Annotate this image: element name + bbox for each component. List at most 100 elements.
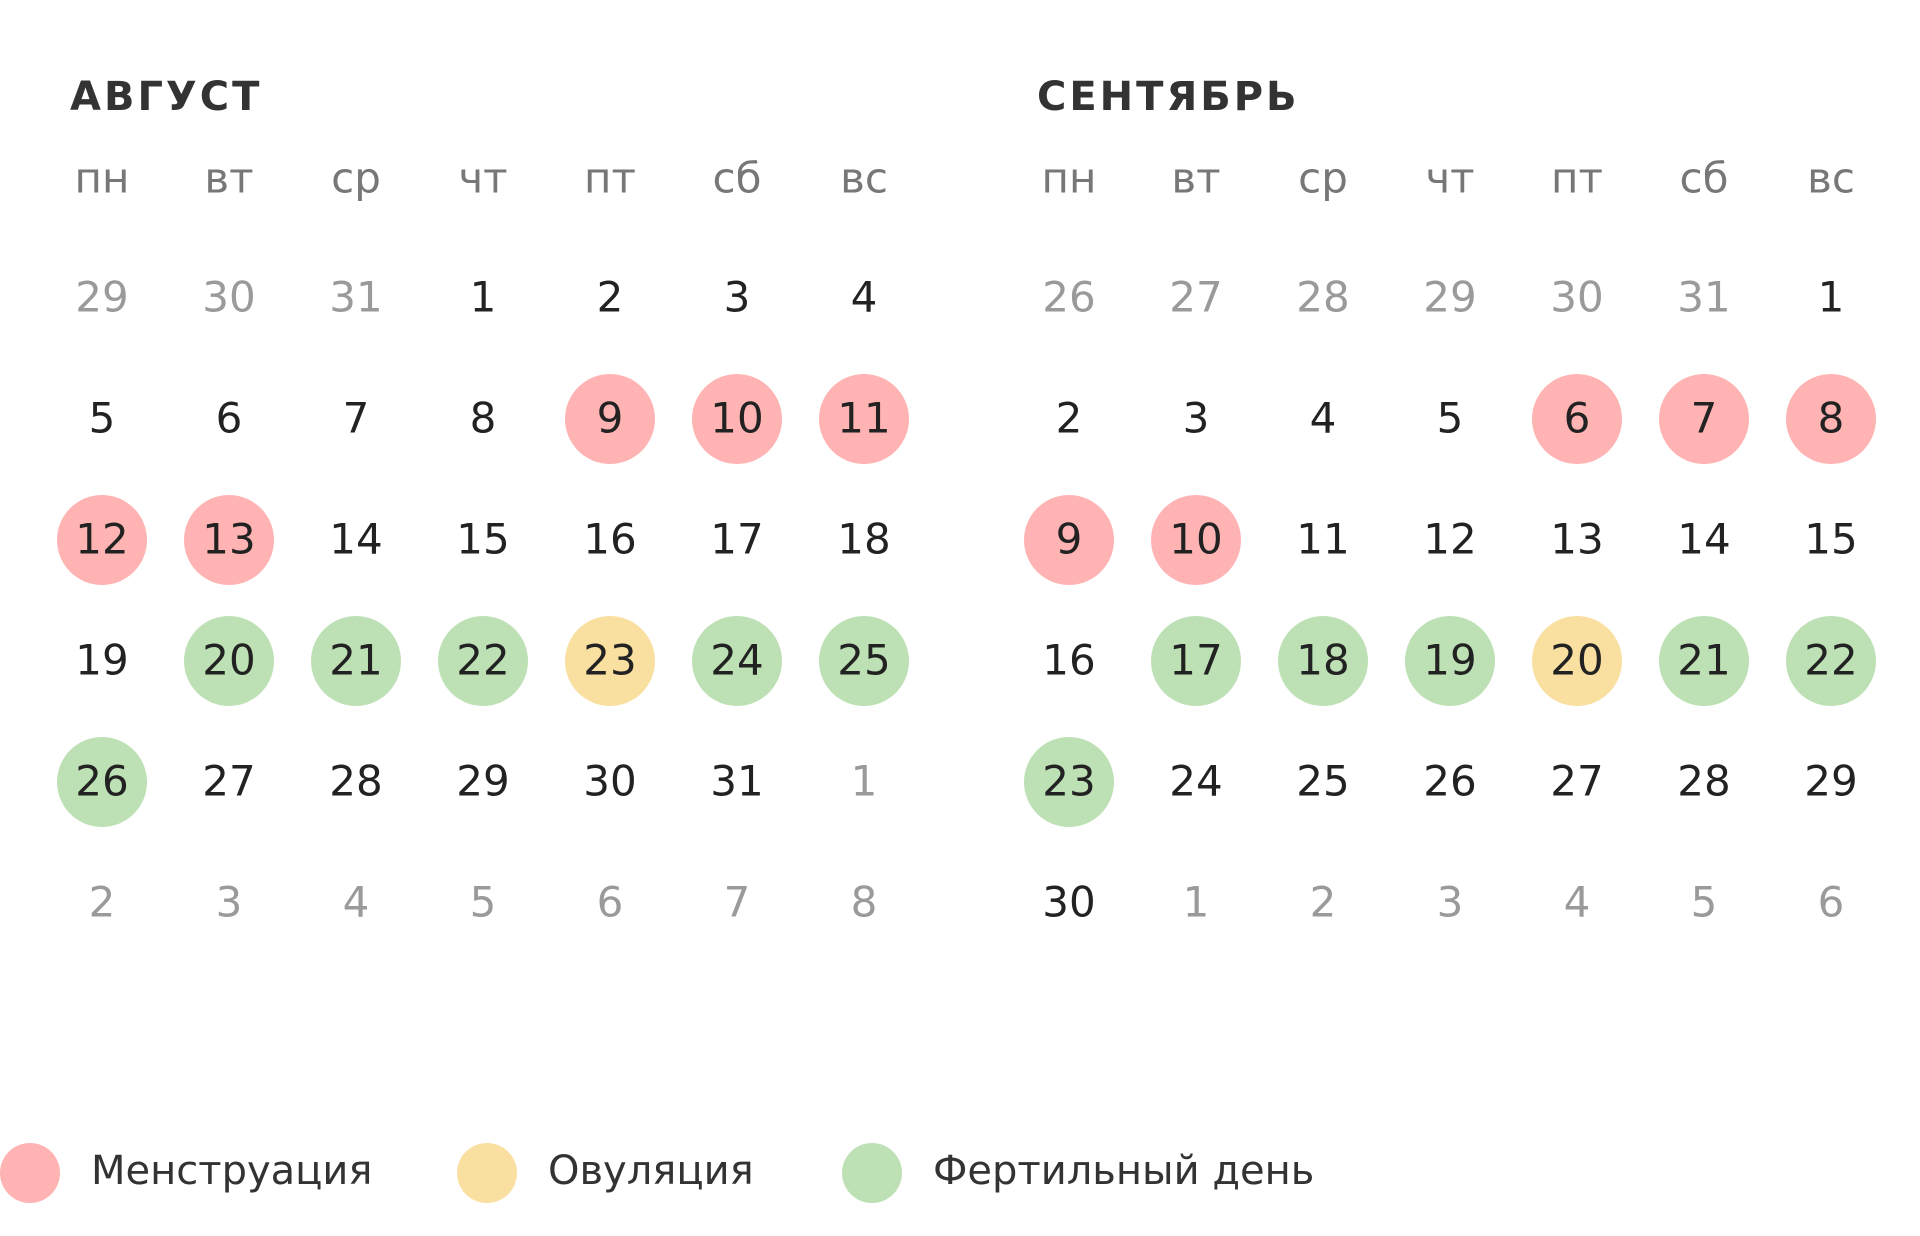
day-number: 30 <box>1042 878 1095 927</box>
day-highlight <box>1024 737 1114 827</box>
month-title: СЕНТЯБРЬ <box>1037 74 1300 120</box>
day-number: 4 <box>851 273 878 322</box>
day-highlight <box>1024 495 1114 585</box>
day-highlight <box>819 374 909 464</box>
day-highlight <box>438 616 528 706</box>
day-number: 28 <box>329 757 382 806</box>
day-highlight <box>1151 616 1241 706</box>
day-number: 1 <box>1183 878 1210 927</box>
day-number: 11 <box>837 394 890 443</box>
day-number: 2 <box>1056 394 1083 443</box>
day-number: 4 <box>1564 878 1591 927</box>
day-number: 2 <box>597 273 624 322</box>
day-highlight <box>692 616 782 706</box>
day-number: 9 <box>1056 515 1083 564</box>
day-number: 25 <box>837 636 890 685</box>
day-highlight <box>1532 616 1622 706</box>
day-highlight <box>565 374 655 464</box>
weekday: сб <box>1680 154 1729 203</box>
day-number: 26 <box>1423 757 1476 806</box>
weekday: чт <box>458 154 507 203</box>
day-number: 15 <box>1804 515 1857 564</box>
day-number: 31 <box>1677 273 1730 322</box>
day-number: 3 <box>216 878 243 927</box>
day-number: 29 <box>75 273 128 322</box>
day-highlight <box>1659 616 1749 706</box>
day-number: 22 <box>456 636 509 685</box>
day-number: 13 <box>1550 515 1603 564</box>
day-number: 18 <box>837 515 890 564</box>
day-number: 27 <box>1169 273 1222 322</box>
day-number: 10 <box>1169 515 1222 564</box>
day-highlight <box>1278 616 1368 706</box>
day-number: 5 <box>1691 878 1718 927</box>
day-number: 29 <box>1804 757 1857 806</box>
day-number: 25 <box>1296 757 1349 806</box>
day-number: 1 <box>470 273 497 322</box>
day-highlight <box>692 374 782 464</box>
day-highlight <box>57 495 147 585</box>
weekday: пт <box>1551 154 1603 203</box>
day-number: 1 <box>851 757 878 806</box>
legend-label: Менструация <box>91 1148 372 1194</box>
day-number: 23 <box>583 636 636 685</box>
day-number: 6 <box>1564 394 1591 443</box>
day-number: 8 <box>470 394 497 443</box>
day-number: 2 <box>89 878 116 927</box>
day-number: 14 <box>1677 515 1730 564</box>
day-highlight <box>1786 374 1876 464</box>
day-number: 29 <box>1423 273 1476 322</box>
weekday: вс <box>840 154 888 203</box>
legend-label: Фертильный день <box>933 1148 1314 1194</box>
day-number: 27 <box>202 757 255 806</box>
weekday: пн <box>1042 154 1097 203</box>
day-number: 7 <box>1691 394 1718 443</box>
day-highlight <box>565 616 655 706</box>
day-number: 6 <box>597 878 624 927</box>
day-number: 12 <box>75 515 128 564</box>
legend-swatch <box>457 1143 517 1203</box>
day-number: 3 <box>1183 394 1210 443</box>
day-highlight <box>1532 374 1622 464</box>
day-number: 15 <box>456 515 509 564</box>
legend-swatch <box>842 1143 902 1203</box>
day-number: 19 <box>1423 636 1476 685</box>
day-number: 24 <box>710 636 763 685</box>
day-number: 17 <box>1169 636 1222 685</box>
day-number: 26 <box>1042 273 1095 322</box>
day-number: 28 <box>1677 757 1730 806</box>
day-number: 11 <box>1296 515 1349 564</box>
day-number: 6 <box>216 394 243 443</box>
day-number: 31 <box>710 757 763 806</box>
weekday: ср <box>331 154 381 203</box>
day-number: 21 <box>1677 636 1730 685</box>
day-number: 23 <box>1042 757 1095 806</box>
day-number: 3 <box>724 273 751 322</box>
month-title: АВГУСТ <box>70 74 262 120</box>
weekday: чт <box>1425 154 1474 203</box>
day-highlight <box>1786 616 1876 706</box>
day-number: 21 <box>329 636 382 685</box>
day-number: 16 <box>583 515 636 564</box>
day-number: 2 <box>1310 878 1337 927</box>
day-number: 7 <box>724 878 751 927</box>
legend-swatch <box>0 1143 60 1203</box>
day-number: 7 <box>343 394 370 443</box>
day-highlight <box>819 616 909 706</box>
day-number: 5 <box>470 878 497 927</box>
day-number: 29 <box>456 757 509 806</box>
weekday: вс <box>1807 154 1855 203</box>
day-number: 10 <box>710 394 763 443</box>
day-number: 28 <box>1296 273 1349 322</box>
day-highlight <box>1151 495 1241 585</box>
day-number: 17 <box>710 515 763 564</box>
day-number: 9 <box>597 394 624 443</box>
weekday: вт <box>1171 154 1220 203</box>
day-number: 19 <box>75 636 128 685</box>
day-number: 31 <box>329 273 382 322</box>
day-highlight <box>1405 616 1495 706</box>
day-number: 26 <box>75 757 128 806</box>
legend-label: Овуляция <box>548 1148 754 1194</box>
